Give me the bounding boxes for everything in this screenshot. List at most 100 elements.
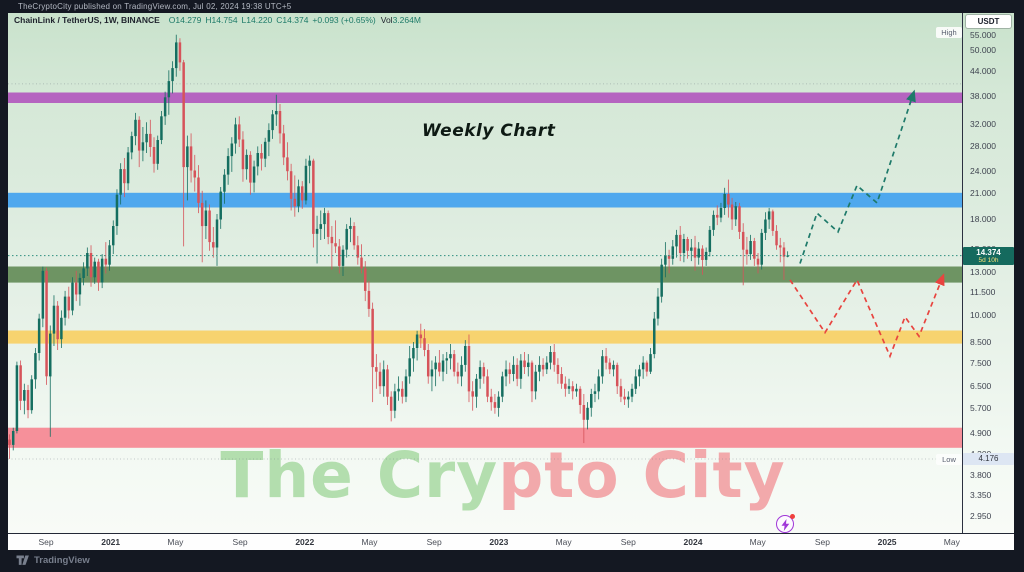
candle [582, 405, 586, 420]
candle [660, 264, 663, 297]
candle [701, 248, 704, 260]
candle [527, 362, 530, 367]
ohlc-close: C14.374 [276, 15, 309, 25]
candle [171, 68, 174, 82]
candle [504, 369, 508, 377]
zone-resistance-purple [8, 92, 962, 103]
candle [727, 194, 730, 205]
candle [604, 356, 608, 363]
projection-bullish-path[interactable] [799, 89, 916, 264]
candle [545, 362, 549, 370]
candle [401, 388, 404, 397]
candle [653, 318, 656, 355]
candle [45, 270, 48, 377]
candle [393, 391, 397, 411]
candle [338, 246, 341, 266]
zone-support-green [8, 266, 962, 283]
candle [627, 396, 630, 400]
candle [541, 364, 545, 370]
candle [34, 353, 37, 380]
candle [163, 97, 167, 117]
candle [404, 376, 408, 397]
lightning-event-icon[interactable] [776, 514, 795, 533]
candlestick-chart[interactable] [8, 13, 962, 533]
chart-area[interactable]: The Crypto City Weekly Chart ChainLink /… [8, 13, 962, 533]
price-tick: 7.500 [970, 357, 992, 368]
time-axis[interactable]: Sep 2021 May Sep 2022 May Sep 2023 May Sep 2024 May… [8, 533, 1014, 550]
candle [667, 255, 671, 259]
weekly-chart-annotation[interactable]: Weekly Chart [422, 121, 556, 141]
candle [189, 146, 193, 171]
candle [167, 81, 171, 98]
candle [460, 364, 463, 377]
candle [708, 229, 712, 252]
candle [160, 116, 163, 140]
candle [753, 241, 756, 259]
candle [249, 154, 252, 183]
candle [234, 124, 237, 144]
candle [204, 210, 208, 226]
candle [690, 247, 693, 251]
candle [11, 431, 15, 445]
ohlc-low: L14.220 [241, 15, 273, 25]
candle [363, 268, 367, 291]
candle [590, 394, 593, 408]
time-tick: Sep [38, 537, 54, 547]
time-tick: May [361, 537, 378, 547]
candle [745, 249, 749, 255]
candle [100, 258, 104, 283]
candle [178, 42, 182, 63]
price-axis[interactable]: 55.000 50.000 44.000 38.000 32.000 28.000 24.0… [962, 13, 1014, 533]
symbol-name[interactable]: ChainLink / TetherUS, 1W, BINANCE [14, 15, 160, 25]
price-tick: 2.950 [970, 511, 992, 522]
candle [464, 346, 467, 365]
candle [756, 258, 760, 265]
time-tick: Sep [426, 537, 442, 547]
candle [615, 364, 619, 387]
candle [149, 133, 152, 147]
candle [512, 364, 515, 374]
candle [74, 282, 78, 295]
symbol-info-bar[interactable]: ChainLink / TetherUS, 1W, BINANCE O14.279… [14, 15, 421, 25]
currency-toggle-button[interactable]: USDT [966, 15, 1011, 28]
candle [578, 388, 582, 405]
candle [256, 153, 260, 167]
candle [371, 308, 374, 368]
candle [482, 367, 486, 377]
time-tick: May [749, 537, 766, 547]
time-tick: May [167, 537, 184, 547]
bottom-bar: TradingView [0, 550, 1024, 572]
candle [764, 219, 767, 233]
candle [782, 247, 786, 257]
candle [89, 253, 93, 278]
tradingview-logo[interactable]: TradingView [16, 555, 90, 566]
tradingview-logo-text: TradingView [34, 555, 90, 566]
time-tick: 2023 [489, 537, 509, 547]
candle [519, 360, 523, 379]
candle [86, 253, 89, 269]
candle [271, 114, 274, 131]
candle [630, 388, 634, 397]
candle [586, 407, 589, 420]
candle [445, 358, 448, 361]
candle [60, 317, 63, 340]
time-tick: Sep [620, 537, 636, 547]
candle [508, 369, 511, 374]
candle [575, 388, 578, 392]
candle [738, 206, 741, 232]
candle [430, 369, 434, 377]
candle [130, 136, 134, 153]
candle [186, 146, 189, 168]
candle [134, 119, 137, 137]
candle [241, 139, 245, 170]
candle [486, 376, 489, 397]
candle [608, 362, 612, 370]
time-tick: May [943, 537, 960, 547]
candle [771, 211, 775, 231]
candle [412, 348, 415, 359]
candle [378, 371, 382, 387]
projection-bearish-path[interactable] [789, 273, 945, 359]
candle [623, 396, 626, 400]
price-tick: 6.500 [970, 381, 992, 392]
